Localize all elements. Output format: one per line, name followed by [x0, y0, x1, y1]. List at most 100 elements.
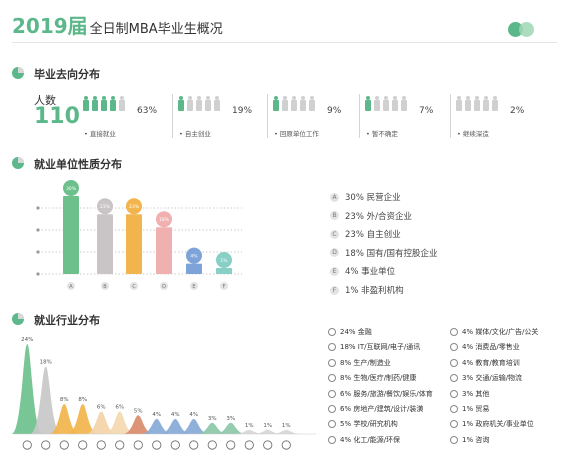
bar-value-label: 30% [66, 186, 77, 192]
legend-text: 4% 事业单位 [345, 267, 396, 278]
bar-F [216, 268, 232, 274]
industry-list-text: 3% 其他 [462, 389, 490, 398]
category-marker [220, 282, 228, 290]
page-header: 2019届 全日制MBA毕业生概况 [12, 10, 223, 38]
industry-list-item: 4% 消费品/零售业 [450, 342, 520, 352]
industry-icon [189, 440, 199, 450]
person-icon [100, 96, 108, 111]
bar-bubble [186, 247, 202, 264]
industry-list-item: 24% 金融 [328, 327, 372, 337]
destination-title: 毕业去向分布 [34, 68, 100, 81]
group-divider [450, 94, 451, 138]
count-label: 人数 [34, 94, 56, 107]
grid-dot [36, 206, 40, 210]
group-divider [172, 94, 173, 138]
bar-A [63, 196, 79, 274]
grid-dot [36, 250, 40, 254]
pie-section-icon [12, 157, 24, 169]
industry-icon [59, 440, 69, 450]
legend-text: 23% 外/合资企业 [345, 211, 412, 222]
bar-D [156, 227, 172, 274]
industry-icon [263, 440, 273, 450]
industry-list-item: 4% 教育/教育培训 [450, 358, 520, 368]
person-icon [91, 96, 99, 111]
destination-percent: 7% [419, 106, 434, 116]
industry-icon [96, 440, 106, 450]
industry-title: 就业行业分布 [34, 314, 100, 327]
legend-key-badge: B [330, 211, 339, 221]
count-value: 110 [34, 104, 80, 129]
legend-text: 18% 国有/国有控股企业 [345, 248, 438, 259]
person-icon [391, 96, 399, 111]
industry-list-item: 5% 学校/研究机构 [328, 419, 398, 429]
person-icon [364, 96, 372, 111]
group-divider [267, 94, 268, 138]
legend-text: 30% 民营企业 [345, 193, 401, 203]
industry-peak-label: 1% [263, 423, 272, 429]
category-marker [67, 282, 75, 290]
industry-icon [450, 328, 458, 336]
grid-dot [36, 272, 40, 276]
industry-icon [450, 435, 458, 444]
header-divider [12, 42, 557, 43]
pie-section-icon [12, 67, 24, 79]
header-title: 全日制MBA毕业生概况 [89, 22, 223, 37]
industry-peak [30, 366, 62, 434]
industry-area-chart: 24% 18% 8% 8% 6% 6% 5% 4% 4% 4% 3% 3% 1% 1% 1% [11, 337, 316, 450]
bar-value-label: 1% [220, 258, 228, 264]
person-icon [400, 96, 408, 111]
person-icon [290, 96, 298, 111]
industry-list-item: 1% 咨询 [450, 435, 489, 445]
bar-bubble [156, 211, 172, 228]
industry-peak [48, 404, 80, 434]
industry-peak [85, 411, 117, 434]
legend-key-badge: E [330, 266, 339, 276]
bar-value-label: 23% [129, 204, 140, 210]
destination-percent: 2% [510, 106, 525, 116]
group-divider [359, 94, 360, 138]
category-marker [160, 282, 168, 290]
industry-icon [328, 435, 336, 444]
industry-list-item: 6% 服务/旅游/餐饮/娱乐/体育 [328, 389, 433, 399]
industry-icon [450, 389, 458, 398]
industry-list-item: 3% 其他 [450, 389, 489, 399]
industry-peak [104, 411, 136, 434]
nature-legend-item: A 30% 民营企业 [330, 191, 401, 203]
bar-C [126, 214, 142, 274]
industry-peak [178, 419, 210, 434]
industry-peak [270, 430, 302, 434]
destination-label: 自主创业 [179, 128, 211, 138]
industry-icon [170, 440, 180, 450]
industry-peak-label: 8% [78, 397, 87, 403]
people-pictogram [272, 96, 316, 111]
industry-icon [133, 440, 143, 450]
industry-list-text: 4% 化工/能源/环保 [340, 435, 401, 444]
industry-list-item: 18% IT/互联网/电子/通讯 [328, 342, 420, 352]
person-icon [382, 96, 390, 111]
industry-list-text: 18% IT/互联网/电子/通讯 [340, 343, 421, 352]
industry-peak-label: 4% [152, 412, 161, 418]
nature-legend-item: D 18% 国有/国有控股企业 [330, 247, 437, 259]
industry-list-text: 4% 消费品/零售业 [462, 343, 520, 352]
industry-list-text: 8% 生物/医疗/制药/健康 [340, 374, 417, 383]
industry-icon [450, 405, 458, 413]
person-icon [473, 96, 481, 111]
legend-key-badge: F [330, 285, 339, 295]
nature-legend-item: B 23% 外/合资企业 [330, 210, 412, 222]
category-label: B [103, 284, 107, 290]
industry-list-text: 6% 服务/旅游/餐饮/娱乐/体育 [340, 389, 433, 398]
industry-icon [328, 405, 336, 413]
industry-list-item: 8% 生物/医疗/制药/健康 [328, 373, 416, 383]
industry-icon [450, 343, 458, 352]
destination-percent: 63% [137, 106, 158, 116]
industry-peak-label: 3% [226, 416, 235, 422]
industry-peak-label: 3% [208, 416, 217, 422]
industry-peak [196, 422, 228, 434]
people-pictogram [364, 96, 408, 111]
pie-section-icon [12, 313, 24, 325]
bar-bubble [63, 180, 79, 196]
industry-icon [328, 358, 336, 367]
industry-peak-label: 24% [21, 337, 33, 343]
person-icon [213, 96, 221, 111]
industry-peak [122, 415, 154, 434]
